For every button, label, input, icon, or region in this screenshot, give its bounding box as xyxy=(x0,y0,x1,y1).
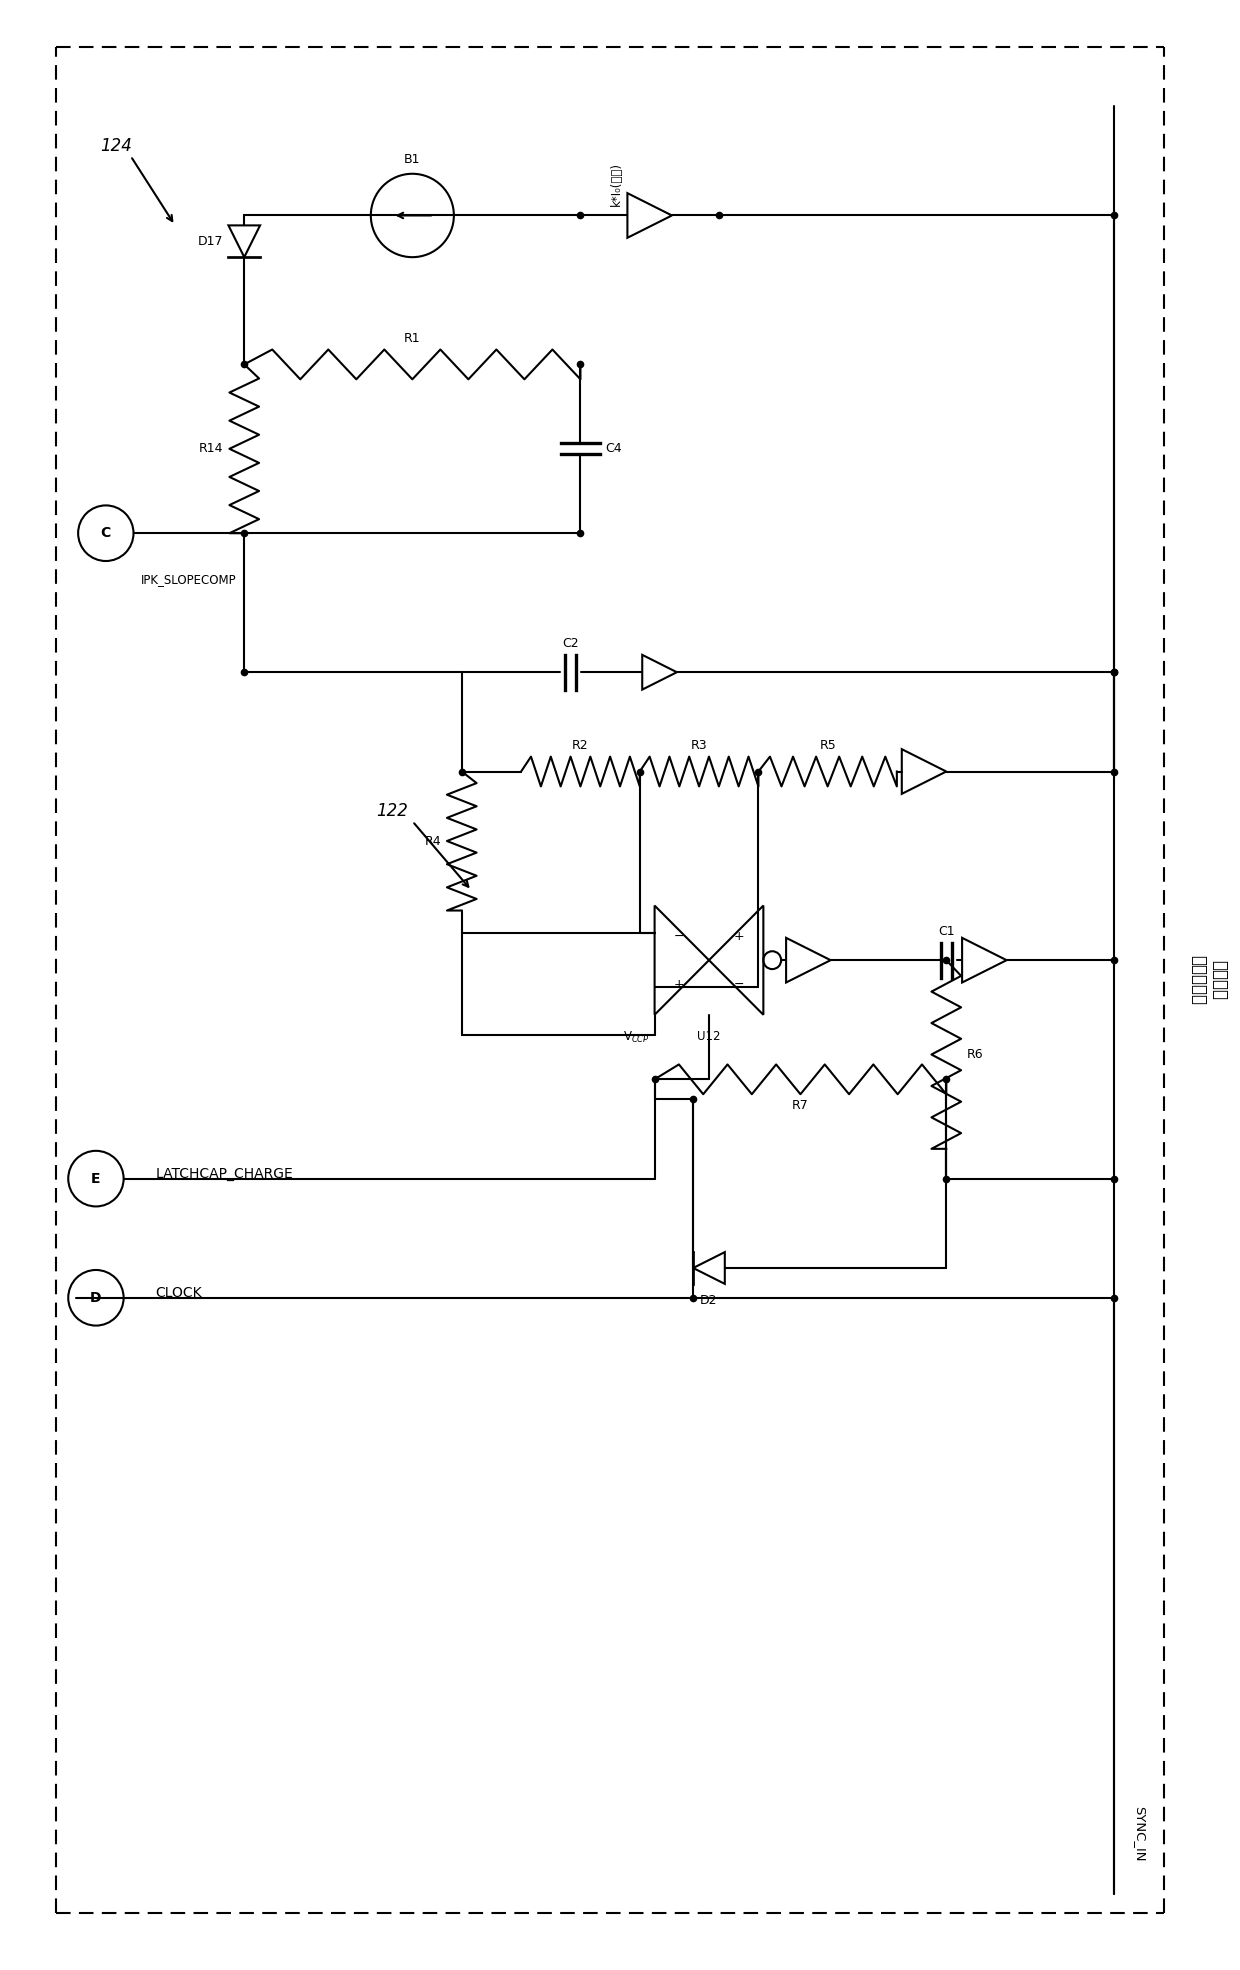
Text: 124: 124 xyxy=(99,138,131,156)
Text: 峰値电流
模式控制器: 峰値电流 模式控制器 xyxy=(1189,955,1228,1005)
Text: SYNC_IN: SYNC_IN xyxy=(1132,1806,1146,1862)
Text: R5: R5 xyxy=(820,739,836,753)
Text: 122: 122 xyxy=(377,802,408,820)
Text: +: + xyxy=(673,977,683,991)
Text: C: C xyxy=(100,526,110,540)
Text: C1: C1 xyxy=(937,924,955,938)
Text: R6: R6 xyxy=(967,1048,983,1062)
Text: R1: R1 xyxy=(404,331,420,345)
Text: D: D xyxy=(91,1290,102,1304)
Text: R3: R3 xyxy=(691,739,707,753)
Text: C2: C2 xyxy=(562,636,579,650)
Text: E: E xyxy=(92,1172,100,1186)
Text: LATCHCAP_CHARGE: LATCHCAP_CHARGE xyxy=(155,1166,293,1180)
Text: +: + xyxy=(734,930,745,944)
Text: V$_{CCP}$: V$_{CCP}$ xyxy=(622,1030,650,1044)
Text: D2: D2 xyxy=(701,1294,718,1306)
Text: R2: R2 xyxy=(572,739,589,753)
Text: −: − xyxy=(673,930,683,944)
Text: R4: R4 xyxy=(424,835,441,847)
Text: C4: C4 xyxy=(605,443,621,455)
Text: k*I₀(峰値): k*I₀(峰値) xyxy=(610,162,622,205)
Text: D17: D17 xyxy=(198,234,223,248)
Text: R7: R7 xyxy=(792,1099,808,1113)
Text: B1: B1 xyxy=(404,154,420,165)
Text: IPK_SLOPECOMP: IPK_SLOPECOMP xyxy=(140,573,236,585)
Text: U12: U12 xyxy=(697,1030,720,1042)
Text: CLOCK: CLOCK xyxy=(155,1286,202,1300)
Text: R14: R14 xyxy=(198,443,223,455)
Text: −: − xyxy=(734,977,745,991)
